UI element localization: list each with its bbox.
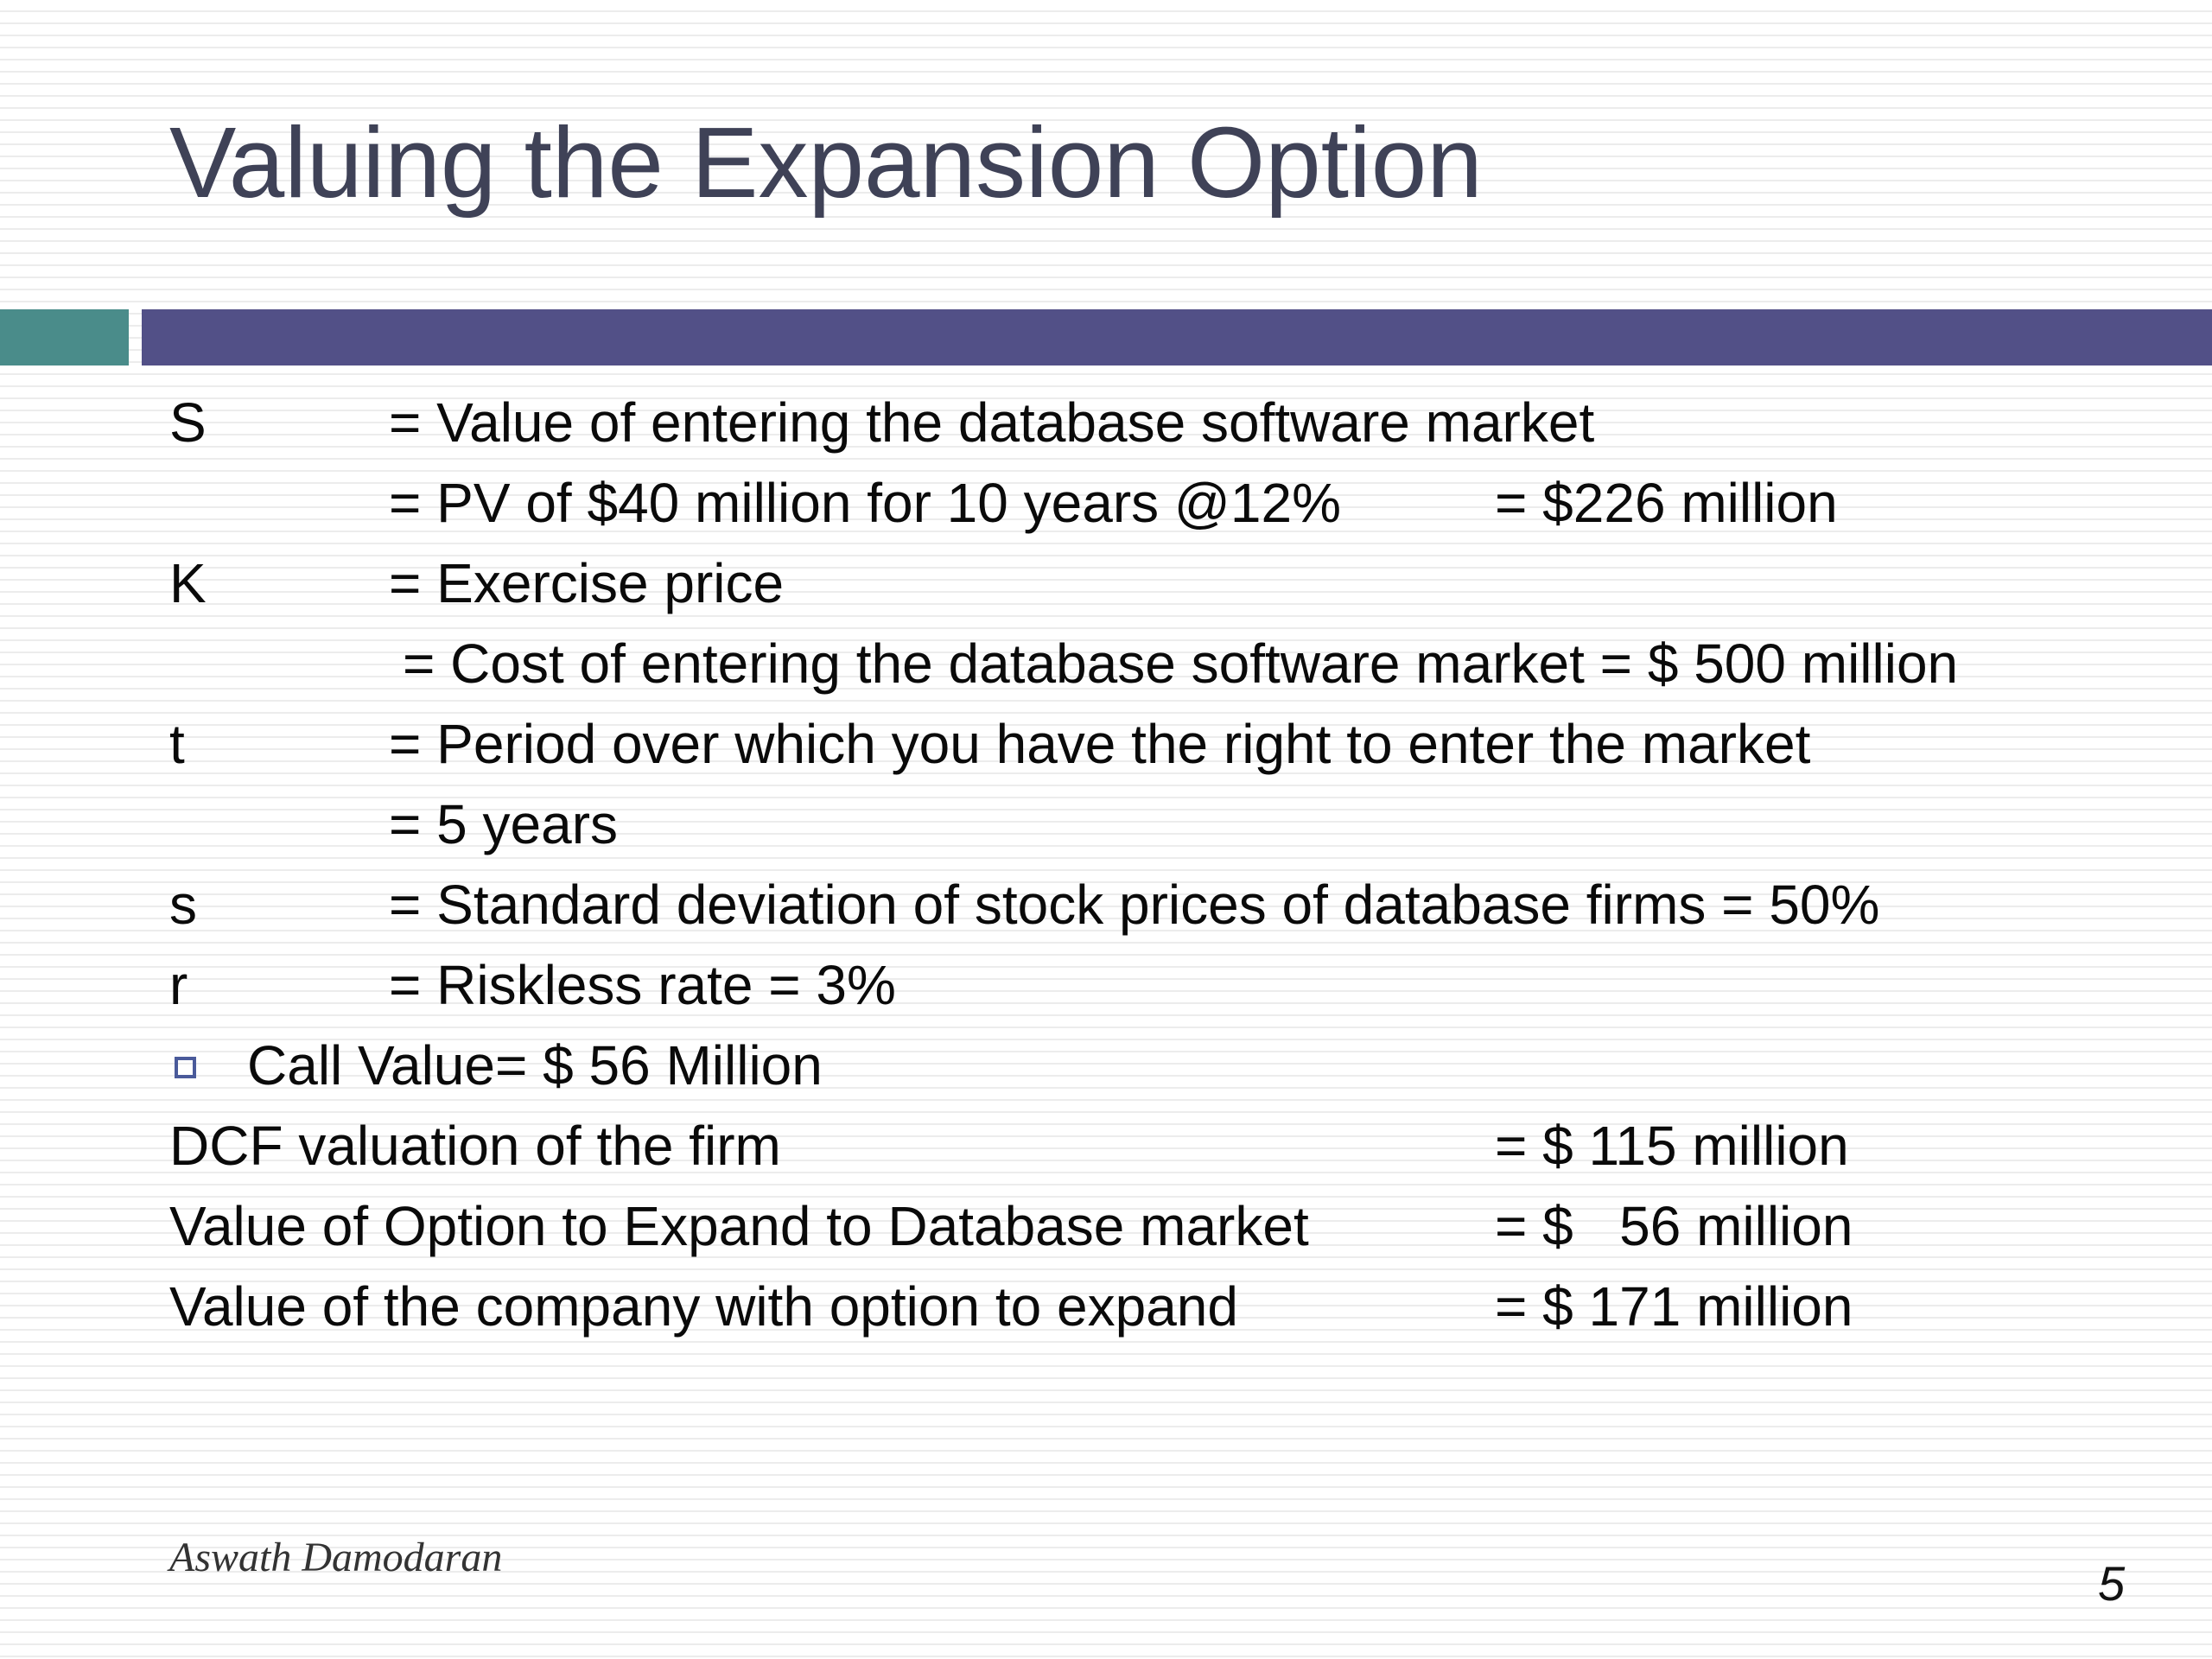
summary-value: = $ 115 million bbox=[1495, 1115, 1849, 1177]
square-bullet-icon bbox=[175, 1057, 196, 1078]
summary-label: Value of Option to Expand to Database ma… bbox=[169, 1195, 1309, 1257]
variable-symbol: S bbox=[169, 391, 207, 454]
title-accent-bar-left bbox=[0, 309, 129, 365]
slide-title: Valuing the Expansion Option bbox=[169, 106, 1483, 219]
variable-symbol: r bbox=[169, 954, 188, 1016]
summary-label: Value of the company with option to expa… bbox=[169, 1275, 1238, 1338]
variable-definition: = Standard deviation of stock prices of … bbox=[389, 874, 1880, 936]
summary-value: = $ 56 million bbox=[1495, 1195, 1853, 1257]
author-footer: Aswath Damodaran bbox=[169, 1535, 503, 1580]
variable-symbol: t bbox=[169, 713, 185, 775]
variable-definition: = 5 years bbox=[389, 793, 619, 855]
variable-definition: = PV of $40 million for 10 years @12% bbox=[389, 472, 1341, 534]
page-number: 5 bbox=[2098, 1556, 2126, 1611]
variable-symbol: s bbox=[169, 874, 197, 936]
variable-definition: = Cost of entering the database software… bbox=[403, 632, 1959, 695]
variable-definition: = Period over which you have the right t… bbox=[389, 713, 1811, 775]
variable-definition: = Value of entering the database softwar… bbox=[389, 391, 1595, 454]
variable-definition: = Exercise price bbox=[389, 552, 785, 614]
variable-definition: = Riskless rate = 3% bbox=[389, 954, 896, 1016]
title-accent-bar-right bbox=[142, 309, 2212, 365]
variable-value: = $226 million bbox=[1495, 472, 1838, 534]
variable-symbol: K bbox=[169, 552, 207, 614]
summary-label: DCF valuation of the firm bbox=[169, 1115, 781, 1177]
summary-value: = $ 171 million bbox=[1495, 1275, 1853, 1338]
bullet-text: Call Value= $ 56 Million bbox=[247, 1034, 823, 1096]
